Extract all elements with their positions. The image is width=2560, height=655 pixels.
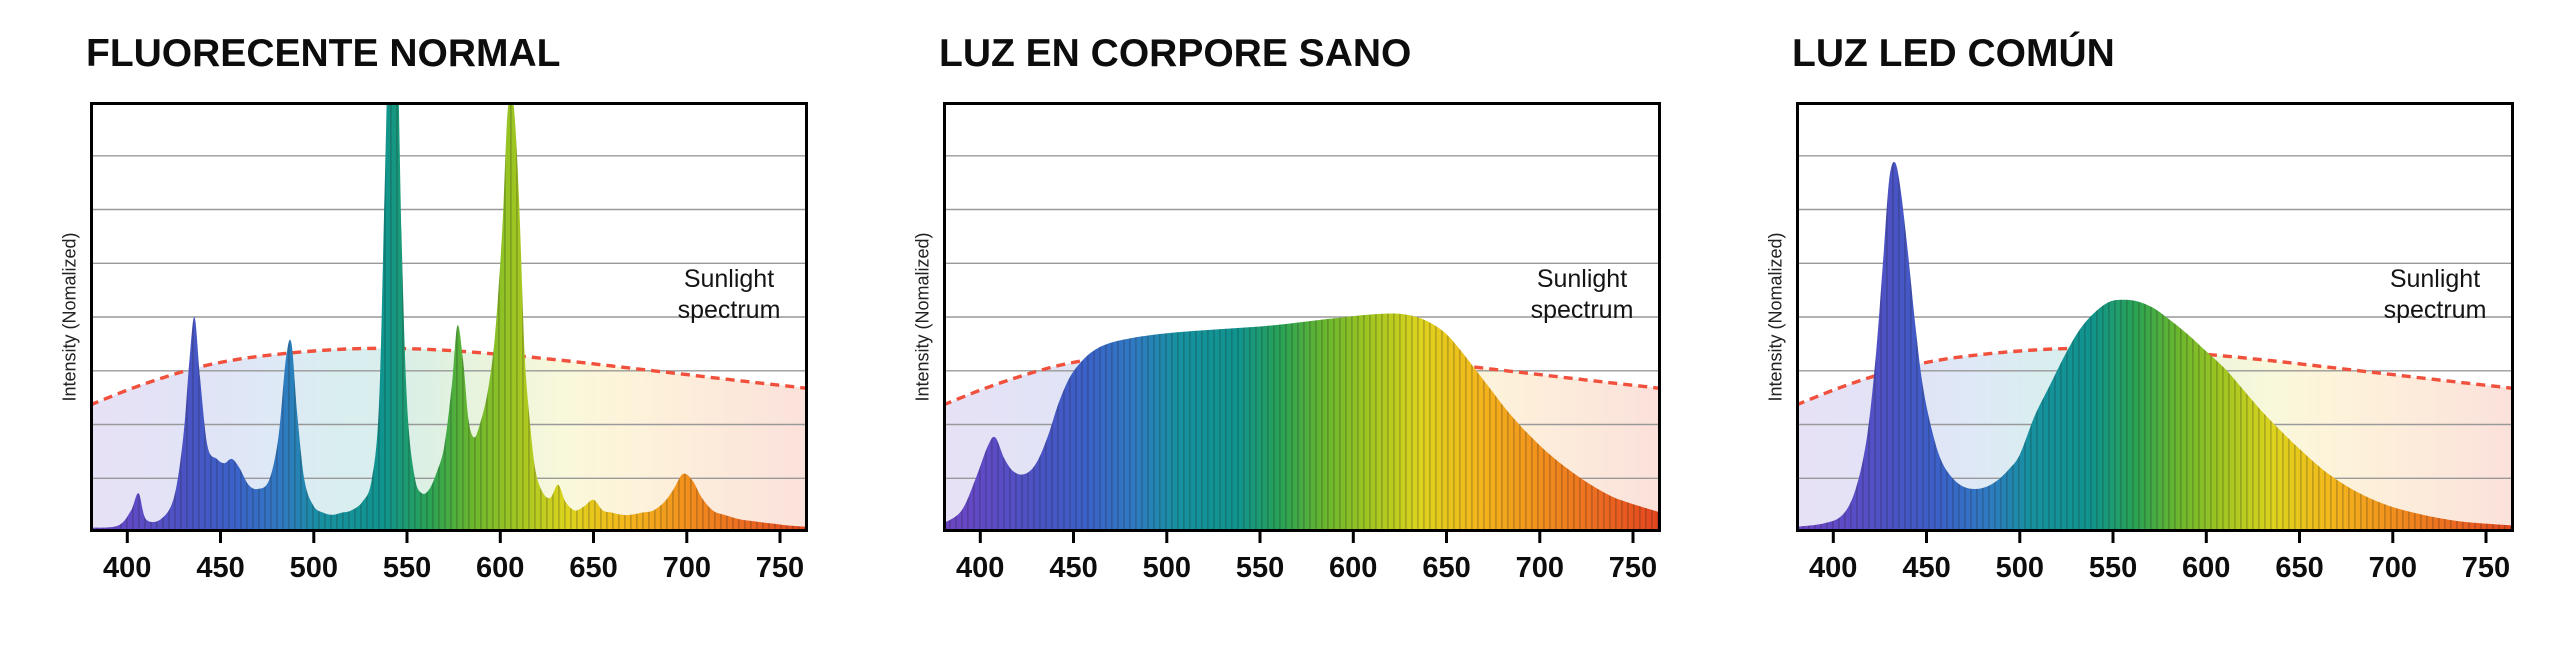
x-tick-label: 550 [1235, 552, 1285, 584]
x-tick-label: 550 [382, 552, 432, 584]
chart-title: FLUORECENTE NORMAL [86, 32, 561, 75]
x-tick-label: 700 [2368, 552, 2417, 584]
x-tick-label: 750 [2461, 552, 2511, 584]
x-tick-label: 600 [1329, 552, 1378, 584]
x-tick-label: 650 [569, 552, 618, 584]
plot-wrap: Sunlight spectrum 400 450 500 550 600 650 700 7… [90, 102, 808, 594]
x-tick-label: 400 [1809, 552, 1858, 584]
y-axis-label: Intensity (Nomalized) [912, 232, 933, 402]
chart-fluorescent: FLUORECENTE NORMAL Intensity (Nomalized)… [46, 18, 808, 594]
x-tick-label: 600 [2182, 552, 2231, 584]
x-tick-label: 750 [1608, 552, 1658, 584]
x-tick-label: 450 [196, 552, 245, 584]
sunlight-spectrum-label: Sunlight spectrum [1530, 265, 1634, 324]
plot-wrap: Sunlight spectrum 400 450 500 550 600 650 700 7… [1796, 102, 2514, 594]
charts-row: FLUORECENTE NORMAL Intensity (Nomalized)… [46, 18, 2514, 594]
chart-led: LUZ LED COMÚN Intensity (Nomalized) Sunl… [1752, 18, 2514, 594]
x-axis-tick-labels: 400 450 500 550 600 650 700 750 [943, 546, 1661, 594]
x-tick-label: 750 [755, 552, 805, 584]
x-tick-label: 700 [662, 552, 711, 584]
chart-title: LUZ EN CORPORE SANO [939, 32, 1412, 75]
chart-body: Intensity (Nomalized) Sunlight spectrum … [46, 102, 808, 594]
sunlight-spectrum-label: Sunlight spectrum [677, 265, 781, 324]
y-axis: Intensity (Nomalized) [1752, 102, 1796, 594]
spectrum-plot [90, 102, 808, 543]
x-tick-label: 500 [1142, 552, 1191, 584]
x-axis-tick-labels: 400 450 500 550 600 650 700 750 [90, 546, 808, 594]
sunlight-spectrum-label: Sunlight spectrum [2383, 265, 2487, 324]
x-tick-label: 600 [476, 552, 525, 584]
x-tick-label: 450 [1902, 552, 1951, 584]
x-tick-label: 500 [289, 552, 338, 584]
spectrum-plot [943, 102, 1661, 543]
y-axis: Intensity (Nomalized) [46, 102, 90, 594]
y-axis-label: Intensity (Nomalized) [1765, 232, 1786, 402]
chart-body: Intensity (Nomalized) Sunlight spectrum … [899, 102, 1661, 594]
x-tick-label: 450 [1049, 552, 1098, 584]
x-tick-label: 400 [103, 552, 152, 584]
y-axis-label: Intensity (Nomalized) [59, 232, 80, 402]
x-tick-label: 650 [1422, 552, 1471, 584]
plot-wrap: Sunlight spectrum 400 450 500 550 600 650 700 7… [943, 102, 1661, 594]
x-tick-label: 500 [1995, 552, 2044, 584]
x-tick-label: 700 [1515, 552, 1564, 584]
chart-body: Intensity (Nomalized) Sunlight spectrum … [1752, 102, 2514, 594]
x-axis-tick-labels: 400 450 500 550 600 650 700 750 [1796, 546, 2514, 594]
chart-corpore-sano: LUZ EN CORPORE SANO Intensity (Nomalized… [899, 18, 1661, 594]
spectrum-plot [1796, 102, 2514, 543]
chart-title: LUZ LED COMÚN [1792, 32, 2115, 75]
x-tick-label: 650 [2275, 552, 2324, 584]
x-tick-label: 400 [956, 552, 1005, 584]
y-axis: Intensity (Nomalized) [899, 102, 943, 594]
x-tick-label: 550 [2088, 552, 2138, 584]
